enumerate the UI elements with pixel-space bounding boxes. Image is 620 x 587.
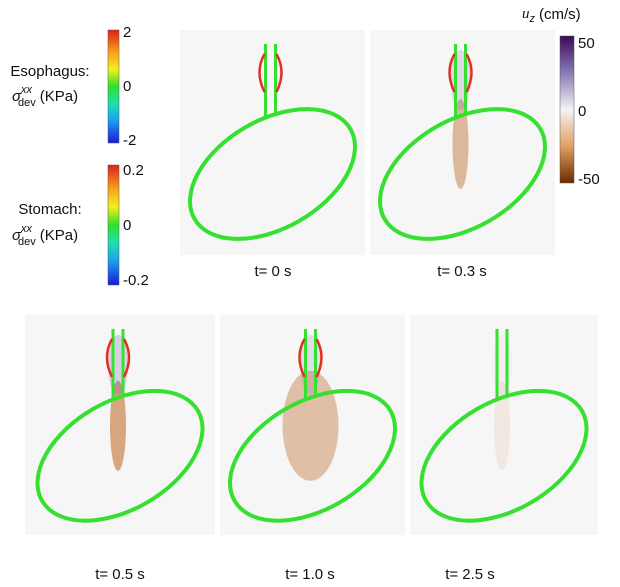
bar-quantity: σxx dev (KPa) [12,84,78,109]
caption: t= 2.5 s [445,566,495,583]
stomach [35,388,205,523]
ticks: 0.2 0 -0.2 [123,162,149,289]
unit: (KPa) [40,88,78,105]
superscript: xx [20,223,33,235]
flow [300,335,321,395]
bar-title: Esophagus: [10,63,89,80]
colorbar [107,164,120,286]
panel [220,315,405,535]
symbol: σ [12,88,22,105]
flow [452,99,469,189]
bar-quantity: uz (cm/s) [522,6,581,25]
stomach [419,388,589,523]
unit: (cm/s) [539,6,581,23]
tick-label: 0.2 [123,162,144,179]
caption: t= 0 s [254,263,291,280]
subscript: z [529,13,536,25]
bolus [448,53,473,93]
subscript: dev [18,236,36,248]
tick-label: 0 [578,103,586,120]
panel-background [370,30,555,255]
ticks: 2 0 -2 [123,24,136,149]
panels: t= 0 s t= 0.3 s t= 0.5 s t= 1.0 s t= 2.5 s [25,30,598,583]
tick-label: -0.2 [123,272,149,289]
flow [110,380,126,471]
stomach [228,388,397,523]
caption: t= 0.3 s [437,263,487,280]
tick-label: 0 [123,78,131,95]
flow [450,50,471,110]
tick-label: 0 [123,217,131,234]
bolus [298,338,323,378]
flow [282,370,339,481]
bolus [105,338,131,378]
caption: t= 0.5 s [95,566,145,583]
flow [492,335,512,395]
tick-label: 2 [123,24,131,41]
stomach [378,107,547,241]
tick-label: -2 [123,132,136,149]
panel [180,30,365,255]
symbol: u [522,6,530,22]
ticks: 50 0 -50 [578,35,600,188]
panel [25,315,215,535]
panel [410,315,598,535]
bar-quantity: σxx dev (KPa) [12,223,78,248]
flow [494,380,510,471]
colorbar [559,35,575,184]
flow [108,335,128,395]
panel-background [410,315,598,535]
panel-background [220,315,405,535]
colorbar [107,29,120,144]
caption: t= 1.0 s [285,566,335,583]
bar-title: Stomach: [18,201,81,218]
subscript: dev [18,97,36,109]
unit: (KPa) [40,227,78,244]
symbol: σ [12,227,22,244]
tick-label: 50 [578,35,595,52]
bolus [258,53,283,93]
tick-label: -50 [578,171,600,188]
stomach [188,107,357,241]
panel [370,30,555,255]
superscript: xx [20,84,33,96]
panel-background [180,30,365,255]
